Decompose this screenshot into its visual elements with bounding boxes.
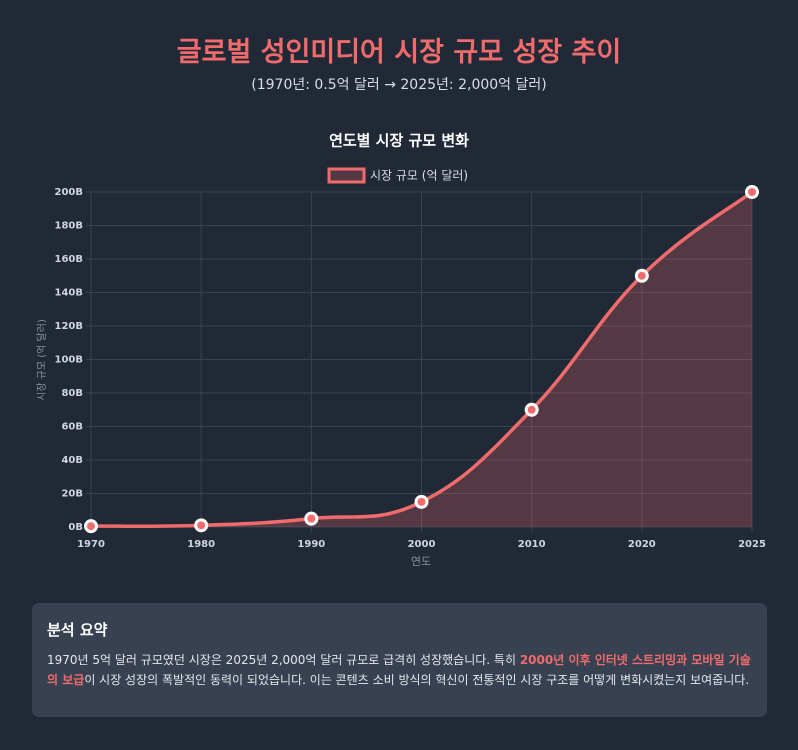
y-tick-label: 60B [61,422,83,433]
x-tick-label: 1990 [297,539,325,550]
x-tick-label: 1980 [187,539,215,550]
y-tick-label: 160B [55,254,84,265]
point [414,494,429,509]
x-tick-label: 1970 [77,539,105,550]
y-tick-label: 140B [55,288,84,299]
summary-highlight: 2000년 이후 인터넷 스트리밍과 모바일 기술의 보급 [47,653,751,687]
y-tick-label: 200B [55,187,84,198]
point [745,185,759,199]
y-axis-title: 시장 규모 (억 달러) [36,319,48,401]
y-tick-label: 80B [61,388,83,399]
y-tick-label: 100B [55,355,84,366]
page-title: 글로벌 성인미디어 시장 규모 성장 추이 [176,37,622,68]
point [304,511,319,526]
legend-label: 시장 규모 (억 달러) [370,169,468,183]
y-tick-label: 20B [61,489,83,500]
point [634,268,649,283]
summary-text-part: 1970년 5억 달러 규모였던 시장은 2025년 2,000억 달러 규모로… [47,653,520,667]
area [91,192,752,527]
y-tick-label: 0B [68,522,83,533]
y-tick-label: 120B [55,321,84,332]
chart-title: 연도별 시장 규모 변화 [329,132,469,150]
summary-box: 분석 요약 1970년 5억 달러 규모였던 시장은 2025년 2,000억 … [32,603,767,717]
summary-title: 분석 요약 [47,621,108,639]
page-subtitle: (1970년: 0.5억 달러 → 2025년: 2,000억 달러) [251,77,547,93]
chart: 연도별 시장 규모 변화 연도 시장 규모 (억 달러) 0B 20B 40B 60B… [36,132,766,569]
x-axis-title: 연도 [411,555,431,568]
y-tick-label: 40B [61,455,83,466]
point [194,518,209,533]
x-tick-label: 2020 [628,539,656,550]
legend-swatch [327,167,366,184]
point [84,519,98,534]
point [524,402,539,417]
x-tick-label: 2010 [518,539,546,550]
x-tick-label: 2000 [408,539,436,550]
summary-text-part: 이 시장 성장의 폭발적인 동력이 되었습니다. 이는 콘텐츠 소비 방식의 혁… [84,673,750,687]
summary-text: 1970년 5억 달러 규모였던 시장은 2025년 2,000억 달러 규모로… [47,650,752,690]
y-tick-label: 180B [55,221,84,232]
x-tick-label: 2025 [738,539,766,550]
